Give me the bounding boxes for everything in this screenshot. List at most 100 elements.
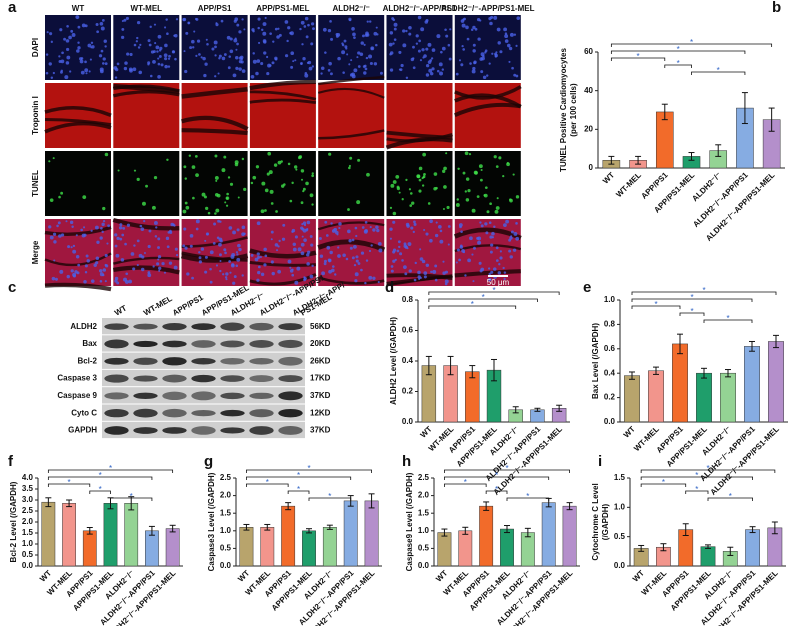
- nucleus: [377, 241, 382, 246]
- nucleus: [431, 67, 435, 71]
- error-bar: [608, 155, 615, 165]
- band: [104, 392, 129, 400]
- fiber-gap: [181, 115, 249, 131]
- nucleus: [491, 236, 495, 239]
- y-axis-label: (/GAPDH): [601, 503, 610, 540]
- nucleus: [421, 177, 424, 180]
- nucleus: [236, 42, 239, 46]
- nucleus: [191, 276, 194, 280]
- nucleus: [72, 244, 76, 248]
- nucleus: [99, 67, 104, 72]
- nucleus: [328, 152, 332, 156]
- nucleus: [455, 261, 458, 264]
- nucleus: [300, 251, 305, 256]
- nucleus: [261, 181, 266, 186]
- nucleus: [311, 65, 315, 68]
- nucleus: [484, 186, 488, 190]
- nucleus: [331, 265, 335, 268]
- fiber-gap: [112, 265, 180, 275]
- nucleus: [331, 229, 336, 233]
- nucleus: [214, 54, 217, 57]
- fiber-gap: [454, 269, 521, 278]
- nucleus: [221, 168, 226, 173]
- nucleus: [499, 256, 503, 260]
- nucleus: [508, 238, 512, 242]
- nucleus: [226, 35, 231, 40]
- significance-star: *: [654, 300, 657, 309]
- nucleus: [459, 225, 462, 229]
- nucleus: [218, 253, 222, 257]
- nucleus: [353, 263, 357, 267]
- nucleus: [305, 228, 309, 232]
- error-bar: [749, 526, 756, 534]
- bar: [103, 503, 118, 567]
- nucleus: [202, 56, 206, 61]
- micrograph: [454, 151, 521, 216]
- nucleus: [447, 225, 451, 228]
- nucleus: [430, 270, 433, 273]
- nucleus: [217, 219, 221, 223]
- nucleus: [141, 255, 145, 259]
- error-bar: [128, 496, 135, 511]
- nucleus: [229, 271, 232, 274]
- nucleus: [243, 187, 247, 191]
- nucleus: [467, 189, 471, 193]
- y-tick-label: 3.5: [22, 484, 34, 493]
- y-tick-label: 1.5: [418, 508, 430, 517]
- bar: [500, 528, 514, 567]
- significance-star: *: [677, 45, 680, 54]
- band: [104, 409, 129, 418]
- y-tick-label: 0.0: [22, 561, 34, 570]
- nucleus: [228, 226, 233, 230]
- nucleus: [373, 62, 378, 66]
- nucleus: [140, 227, 145, 232]
- protein-label: Caspase 3: [57, 374, 97, 383]
- nucleus: [273, 163, 278, 167]
- y-tick-label: 1.0: [418, 526, 430, 535]
- fiber-gap: [318, 75, 385, 86]
- nucleus: [490, 270, 494, 274]
- nucleus: [223, 155, 227, 159]
- nucleus: [393, 22, 398, 27]
- column-label: ALDH2⁻/⁻: [333, 4, 370, 13]
- nucleus: [469, 236, 473, 241]
- error-bar: [688, 152, 695, 161]
- nucleus: [352, 32, 356, 37]
- nucleus: [455, 72, 459, 76]
- nucleus: [391, 17, 395, 20]
- significance-bracket: [47, 469, 174, 473]
- micrograph: [45, 151, 111, 216]
- bar: [62, 503, 76, 567]
- nucleus: [337, 56, 341, 61]
- nucleus: [149, 25, 152, 29]
- significance-star: *: [717, 66, 720, 75]
- nucleus: [216, 193, 221, 198]
- nucleus: [262, 31, 267, 36]
- nucleus: [399, 252, 403, 256]
- nucleus: [443, 166, 447, 171]
- nucleus: [255, 71, 259, 76]
- nucleus: [338, 226, 341, 230]
- nucleus: [133, 169, 137, 172]
- fiber-gap: [454, 93, 522, 109]
- nucleus: [287, 259, 292, 264]
- nucleus: [226, 192, 229, 196]
- nucleus: [444, 270, 449, 274]
- nucleus: [297, 247, 302, 252]
- nucleus: [260, 209, 265, 214]
- nucleus: [77, 46, 81, 50]
- nucleus: [147, 273, 152, 278]
- bar: [322, 527, 337, 567]
- nucleus: [86, 259, 90, 263]
- nucleus: [328, 269, 332, 274]
- bar: [343, 500, 358, 567]
- nucleus: [157, 62, 161, 66]
- nucleus: [421, 259, 426, 264]
- nucleus: [101, 222, 105, 227]
- nucleus: [270, 260, 274, 264]
- error-bar: [677, 333, 683, 355]
- nucleus: [461, 23, 466, 28]
- band: [191, 340, 216, 348]
- nucleus: [80, 57, 84, 60]
- significance-bracket: [47, 476, 153, 480]
